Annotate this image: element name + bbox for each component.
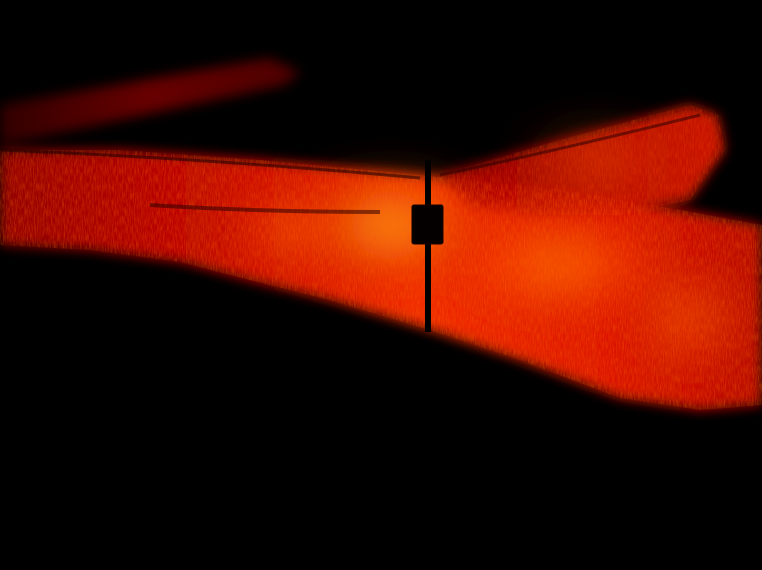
signpost-plate [411,204,444,245]
ground-streaks [0,113,701,214]
thermal-grain [0,105,762,410]
signpost-pole [425,160,431,332]
signpost [411,160,444,332]
far-ground-strip [0,58,300,145]
